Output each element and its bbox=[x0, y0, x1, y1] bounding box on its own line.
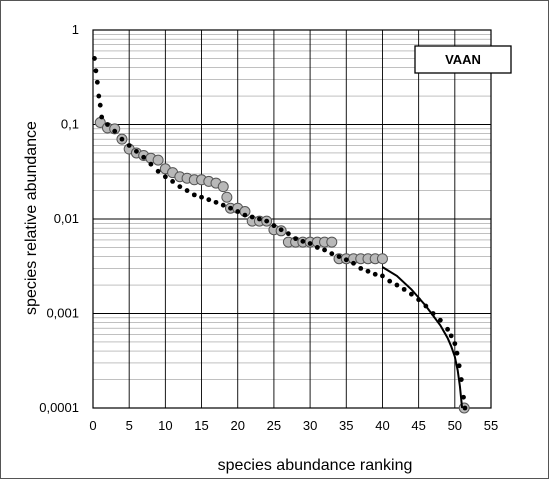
plot-area-border bbox=[92, 29, 492, 409]
black-point bbox=[148, 161, 154, 167]
black-point bbox=[394, 282, 400, 288]
x-tick-label: 25 bbox=[267, 418, 281, 433]
grey-point bbox=[217, 181, 229, 193]
black-point bbox=[249, 214, 255, 220]
black-point bbox=[401, 286, 407, 292]
y-tick-label: 0,0001 bbox=[39, 400, 79, 415]
legend-box: VAAN bbox=[414, 45, 512, 74]
black-point bbox=[99, 114, 105, 120]
x-tick-label: 40 bbox=[375, 418, 389, 433]
legend-frame bbox=[414, 45, 512, 74]
x-tick-label: 30 bbox=[303, 418, 317, 433]
black-point bbox=[445, 326, 450, 332]
tick-labels: 0 5 10 15 20 25 30 35 40 45 50 55 1 0,1 0,01 0,001 0,000… bbox=[39, 22, 498, 433]
x-tick-label: 55 bbox=[484, 418, 498, 433]
black-point bbox=[336, 254, 342, 260]
black-point bbox=[92, 56, 97, 61]
grey-point bbox=[376, 253, 388, 265]
black-point bbox=[437, 317, 443, 323]
grey-point bbox=[221, 191, 233, 203]
y-tick-label: 0,01 bbox=[54, 211, 79, 226]
black-point bbox=[461, 394, 466, 400]
black-point bbox=[271, 223, 277, 229]
black-point bbox=[94, 79, 100, 85]
black-point bbox=[300, 238, 306, 244]
black-point bbox=[380, 273, 385, 279]
black-point bbox=[409, 291, 414, 297]
x-tick-label: 45 bbox=[411, 418, 425, 433]
grey-point bbox=[152, 154, 164, 166]
black-point bbox=[235, 209, 241, 214]
black-point bbox=[119, 136, 125, 142]
black-point bbox=[105, 122, 110, 127]
y-tick-label: 0,001 bbox=[46, 306, 79, 321]
black-point bbox=[206, 197, 212, 203]
black-point bbox=[97, 102, 103, 108]
black-point bbox=[199, 194, 204, 200]
black-point bbox=[365, 268, 371, 274]
black-point bbox=[307, 241, 313, 246]
black-point bbox=[322, 247, 327, 253]
grey-point bbox=[326, 236, 338, 248]
grid bbox=[92, 29, 492, 409]
x-tick-label: 10 bbox=[158, 418, 172, 433]
x-tick-label: 5 bbox=[126, 418, 133, 433]
x-tick-label: 35 bbox=[339, 418, 353, 433]
black-dot-series bbox=[92, 56, 468, 411]
fitted-curve bbox=[381, 266, 464, 409]
black-point bbox=[96, 93, 102, 99]
black-point bbox=[112, 128, 118, 134]
black-point bbox=[452, 341, 458, 347]
black-point bbox=[213, 199, 219, 205]
black-point bbox=[293, 236, 299, 242]
black-point bbox=[162, 174, 168, 180]
black-point bbox=[177, 184, 183, 190]
legend-label: VAAN bbox=[445, 52, 481, 67]
black-point bbox=[285, 231, 291, 237]
y-axis-label: species relative abundance bbox=[23, 121, 40, 315]
x-axis-label: species abundance ranking bbox=[218, 457, 413, 474]
black-point bbox=[242, 212, 248, 218]
black-point bbox=[134, 148, 139, 154]
black-point bbox=[387, 278, 393, 284]
black-point bbox=[126, 143, 132, 148]
x-tick-label: 15 bbox=[194, 418, 208, 433]
black-point bbox=[358, 266, 364, 271]
y-tick-label: 0,1 bbox=[61, 117, 79, 132]
black-point bbox=[454, 350, 460, 356]
black-point bbox=[278, 227, 284, 233]
y-tick-label: 1 bbox=[72, 22, 79, 37]
black-point bbox=[351, 260, 356, 266]
black-point bbox=[170, 178, 176, 184]
black-point bbox=[141, 154, 147, 160]
black-point bbox=[257, 216, 262, 222]
x-tick-label: 50 bbox=[448, 418, 462, 433]
black-point bbox=[184, 188, 190, 193]
black-point bbox=[343, 257, 349, 263]
black-point bbox=[462, 405, 468, 411]
plot-area-frame bbox=[92, 29, 492, 409]
black-point bbox=[448, 333, 454, 339]
x-tick-label: 20 bbox=[230, 418, 244, 433]
series-layer bbox=[92, 56, 470, 414]
black-point bbox=[220, 202, 226, 208]
black-point bbox=[228, 205, 233, 211]
black-point bbox=[329, 251, 335, 257]
black-point bbox=[191, 192, 197, 198]
black-point bbox=[155, 168, 161, 174]
x-tick-label: 0 bbox=[89, 418, 96, 433]
black-point bbox=[93, 68, 99, 74]
black-point bbox=[264, 218, 270, 224]
black-point bbox=[314, 245, 320, 250]
black-point bbox=[372, 271, 378, 277]
